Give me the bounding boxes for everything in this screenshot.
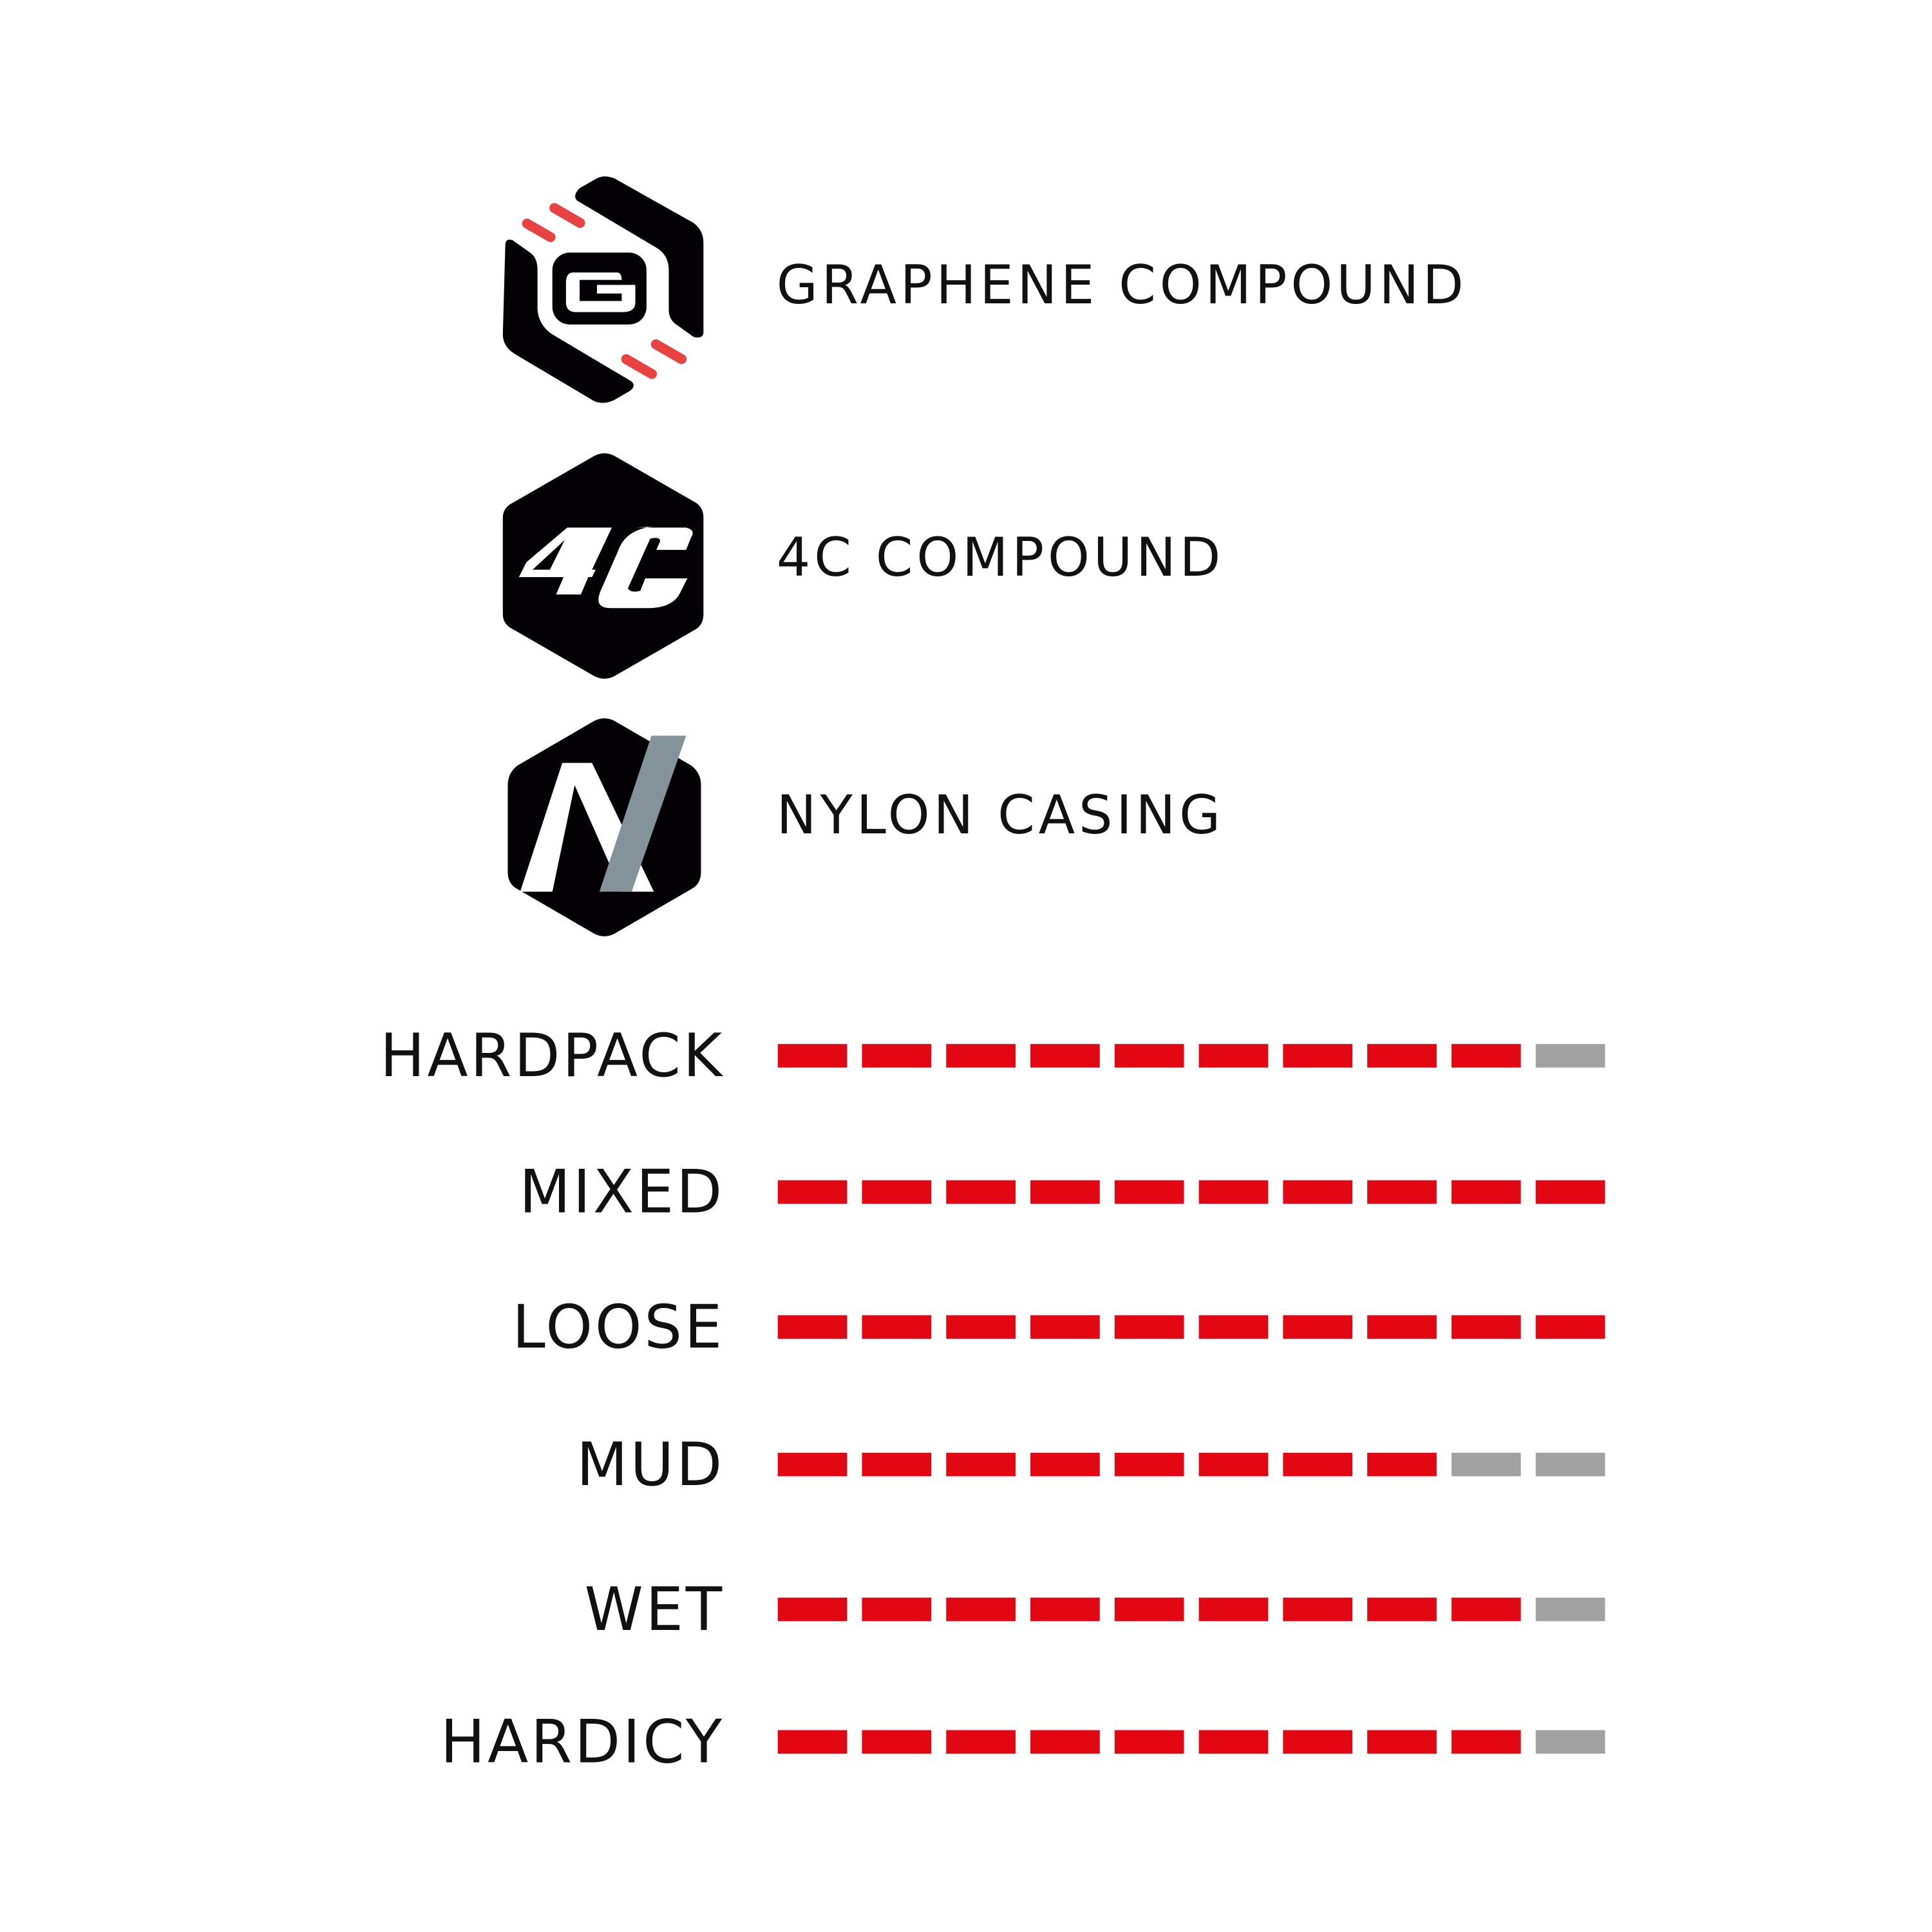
rating-segment-filled	[1451, 1730, 1521, 1754]
rating-segment-filled	[1451, 1597, 1521, 1622]
rating-segment-filled	[1198, 1730, 1269, 1754]
rating-segment-filled	[1114, 1452, 1184, 1477]
rating-segment-filled	[1283, 1315, 1353, 1339]
rating-segment-filled	[862, 1730, 932, 1754]
nylon-n-hexagon-icon	[507, 718, 701, 936]
rating-segment-filled	[862, 1044, 932, 1068]
rating-segment-filled	[1030, 1730, 1100, 1754]
feature-label-nylon: NYLON CASING	[776, 785, 1224, 848]
rating-segment-filled	[777, 1044, 848, 1068]
rating-segment-filled	[1367, 1452, 1437, 1477]
rating-segment-filled	[1283, 1597, 1353, 1622]
rating-segment-filled	[1198, 1180, 1269, 1204]
4c-hexagon-icon	[502, 453, 704, 679]
rating-segment-filled	[1283, 1044, 1353, 1068]
rating-segment-filled	[1030, 1315, 1100, 1339]
feature-label-graphene: GRAPHENE COMPOUND	[776, 255, 1468, 317]
rating-segment-filled	[1451, 1044, 1521, 1068]
graphene-g-hexagon-icon	[502, 176, 704, 403]
rating-segment-filled	[946, 1597, 1016, 1622]
rating-segment-filled	[946, 1044, 1016, 1068]
rating-label: WET	[584, 1575, 725, 1645]
rating-segment-filled	[862, 1180, 932, 1204]
rating-segment-filled	[1114, 1597, 1184, 1622]
rating-bar	[777, 1315, 1607, 1339]
rating-segment-filled	[862, 1597, 932, 1622]
rating-segment-filled	[1367, 1730, 1437, 1754]
rating-bar	[777, 1044, 1607, 1068]
rating-segment-filled	[1030, 1044, 1100, 1068]
rating-segment-filled	[1198, 1315, 1269, 1339]
rating-segment-filled	[1030, 1597, 1100, 1622]
rating-segment-filled	[1030, 1180, 1100, 1204]
rating-segment-filled	[1030, 1452, 1100, 1477]
rating-segment-filled	[777, 1730, 848, 1754]
rating-segment-filled	[1198, 1597, 1269, 1622]
rating-segment-filled	[1198, 1044, 1269, 1068]
rating-segment-filled	[946, 1452, 1016, 1477]
rating-segment-filled	[1114, 1044, 1184, 1068]
rating-segment-filled	[946, 1180, 1016, 1204]
rating-segment-filled	[1535, 1180, 1605, 1204]
rating-segment-filled	[777, 1315, 848, 1339]
rating-segment-filled	[1283, 1452, 1353, 1477]
rating-bar	[777, 1452, 1607, 1477]
rating-segment-filled	[1451, 1315, 1521, 1339]
rating-segment-filled	[1114, 1315, 1184, 1339]
feature-label-4c: 4C COMPOUND	[776, 527, 1225, 590]
rating-segment-filled	[1367, 1315, 1437, 1339]
rating-segment-filled	[777, 1597, 848, 1622]
rating-segment-empty	[1535, 1452, 1605, 1477]
rating-segment-empty	[1535, 1730, 1605, 1754]
rating-segment-filled	[1367, 1044, 1437, 1068]
rating-label: HARDPACK	[380, 1021, 725, 1092]
rating-segment-filled	[1198, 1452, 1269, 1477]
rating-segment-filled	[1451, 1180, 1521, 1204]
rating-segment-filled	[946, 1730, 1016, 1754]
rating-segment-empty	[1535, 1044, 1605, 1068]
rating-label: MUD	[576, 1430, 725, 1500]
rating-segment-filled	[1283, 1180, 1353, 1204]
rating-segment-filled	[862, 1452, 932, 1477]
rating-segment-filled	[946, 1315, 1016, 1339]
rating-segment-filled	[1114, 1180, 1184, 1204]
rating-segment-filled	[777, 1180, 848, 1204]
rating-segment-filled	[1535, 1315, 1605, 1339]
rating-bar	[777, 1180, 1607, 1204]
rating-label: MIXED	[519, 1158, 725, 1227]
rating-segment-empty	[1451, 1452, 1521, 1477]
rating-segment-filled	[1114, 1730, 1184, 1754]
rating-segment-filled	[1367, 1180, 1437, 1204]
rating-label: LOOSE	[512, 1293, 725, 1363]
rating-segment-filled	[1283, 1730, 1353, 1754]
rating-label: HARDICY	[440, 1707, 725, 1777]
rating-segment-filled	[862, 1315, 932, 1339]
rating-segment-filled	[777, 1452, 848, 1477]
rating-bar	[777, 1730, 1607, 1754]
rating-bar	[777, 1597, 1607, 1622]
rating-segment-filled	[1367, 1597, 1437, 1622]
rating-segment-empty	[1535, 1597, 1605, 1622]
